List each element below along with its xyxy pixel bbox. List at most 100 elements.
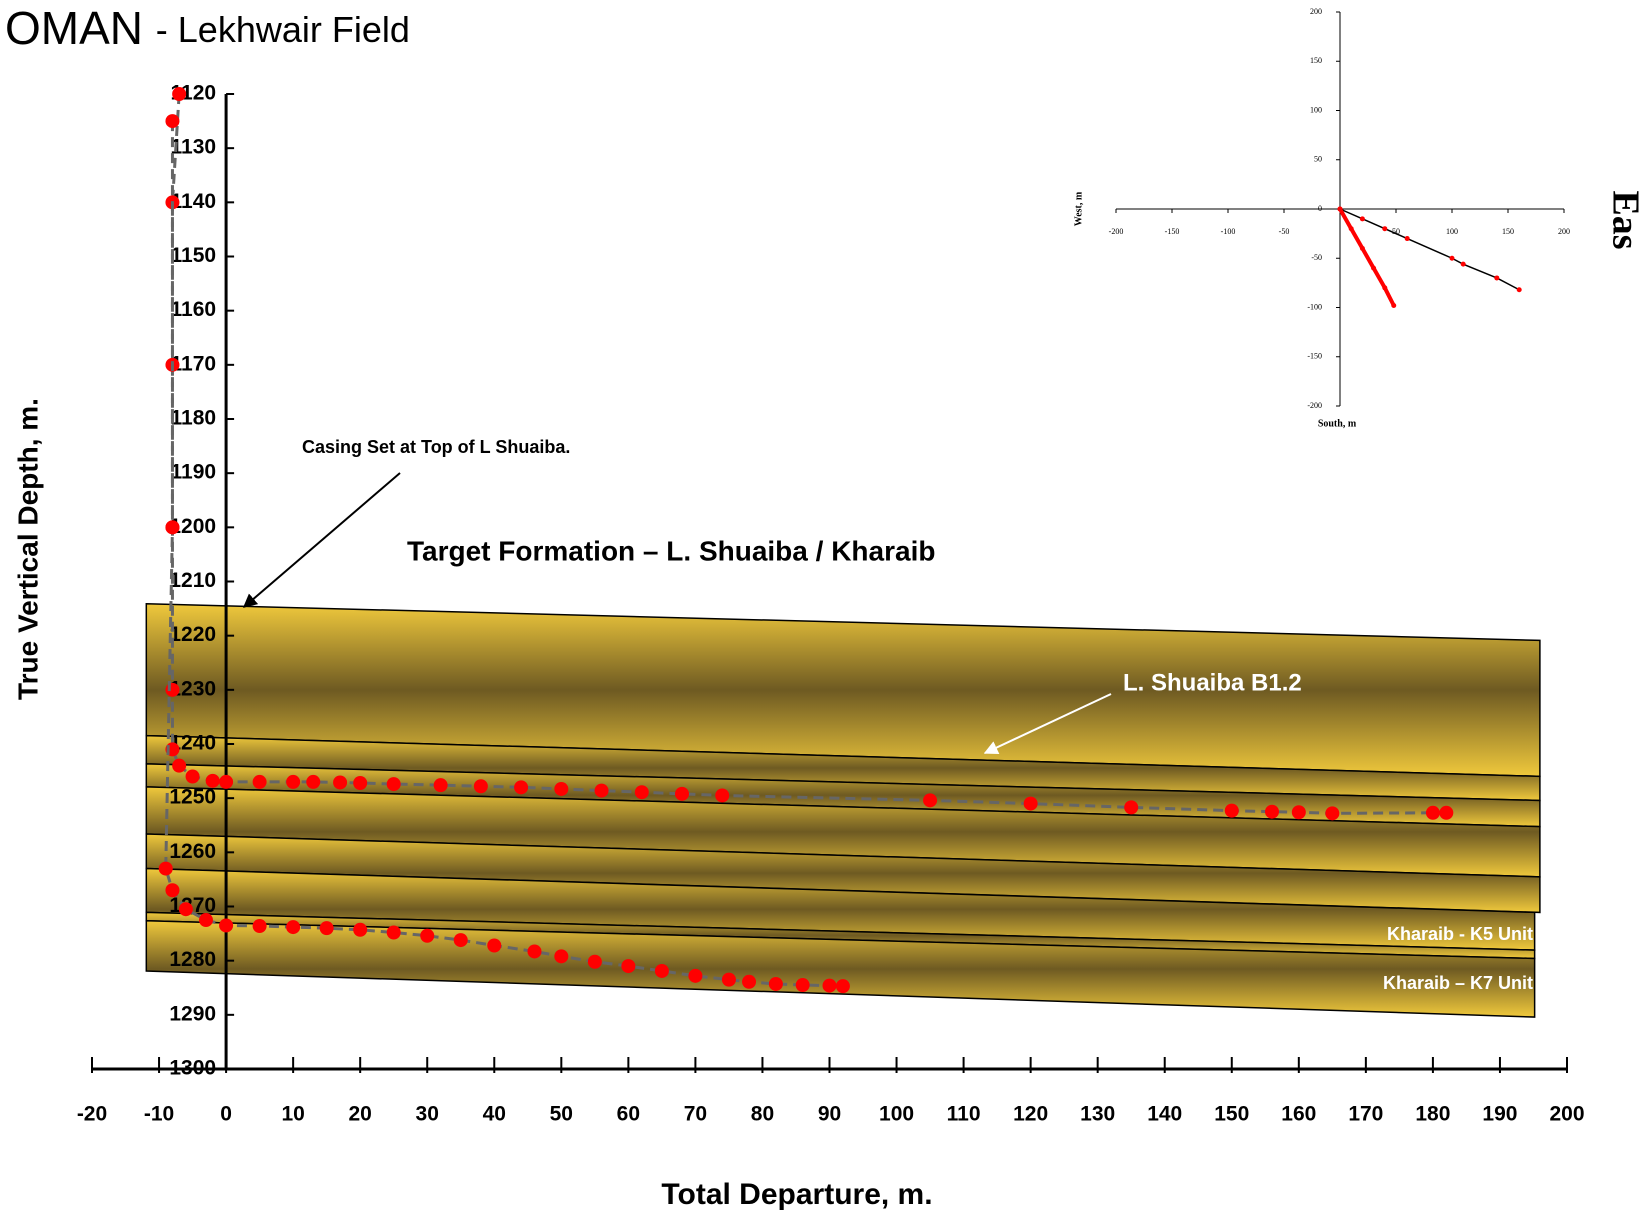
survey-point: [554, 949, 569, 964]
survey-point: [386, 925, 401, 940]
well-path: [1339, 208, 1520, 291]
survey-point: [1359, 245, 1365, 251]
survey-point: [634, 785, 649, 800]
chart-title: OMAN: [5, 2, 143, 54]
x-tick-label: 40: [483, 1103, 506, 1126]
survey-point: [514, 780, 529, 795]
x-tick-label: -10: [144, 1103, 174, 1126]
inset-y-tick-label: 50: [1314, 155, 1322, 164]
inset-y-tick-label: 100: [1310, 105, 1322, 114]
survey-point: [822, 978, 837, 993]
y-tick-label: 1150: [171, 244, 217, 267]
survey-point: [1439, 805, 1454, 820]
inset-x-tick-label: -50: [1279, 227, 1290, 236]
survey-point: [1348, 226, 1354, 232]
survey-point: [923, 793, 938, 808]
inset-x-tick-label: 200: [1558, 227, 1570, 236]
side-label: Eas: [1604, 190, 1642, 249]
x-tick-label: 50: [550, 1103, 573, 1126]
arrow: [242, 472, 401, 608]
x-tick-label: 70: [684, 1103, 707, 1126]
survey-point: [1325, 806, 1340, 821]
survey-point: [165, 520, 180, 535]
survey-point: [1404, 236, 1410, 242]
y-tick-label: 1240: [169, 732, 216, 755]
survey-point: [554, 781, 569, 796]
y-tick-label: 1280: [169, 948, 216, 971]
survey-point: [306, 774, 321, 789]
survey-point: [1494, 275, 1500, 281]
x-tick-label: 0: [220, 1103, 232, 1126]
survey-point: [1337, 206, 1343, 212]
y-tick-label: 1130: [171, 136, 217, 159]
y-tick-label: 1210: [169, 569, 216, 592]
x-tick-label: 130: [1080, 1103, 1115, 1126]
survey-point: [453, 933, 468, 948]
survey-point: [185, 769, 200, 784]
x-tick-label: 150: [1214, 1103, 1249, 1126]
survey-point: [286, 774, 301, 789]
survey-point: [252, 774, 267, 789]
survey-point: [386, 777, 401, 792]
x-axis-title: Total Departure, m.: [661, 1178, 932, 1211]
inset-x-tick-label: 150: [1502, 227, 1514, 236]
x-tick-label: 90: [818, 1103, 841, 1126]
survey-point: [1382, 226, 1388, 232]
survey-point: [768, 976, 783, 991]
inset-y-tick-label: -150: [1307, 352, 1322, 361]
y-tick-label: 1300: [169, 1057, 216, 1080]
inset-x-tick-label: 100: [1446, 227, 1458, 236]
x-tick-label: -20: [77, 1103, 107, 1126]
y-axis-title: True Vertical Depth, m.: [12, 398, 43, 700]
x-tick-label: 10: [281, 1103, 304, 1126]
survey-point: [1023, 796, 1038, 811]
y-tick-label: 1140: [171, 190, 217, 213]
survey-point: [1391, 303, 1397, 309]
x-tick-label: 170: [1348, 1103, 1383, 1126]
annotation: Kharaib – K7 Unit: [1383, 973, 1533, 993]
formation-bands: [145, 602, 1541, 1018]
chart-title-group: OMAN - Lekhwair Field: [5, 2, 410, 54]
survey-point: [795, 978, 810, 993]
annotation: Kharaib - K5 Unit: [1387, 924, 1533, 944]
survey-point: [487, 938, 502, 953]
formation-band: [145, 833, 1541, 914]
survey-point: [219, 918, 234, 933]
inset-x-tick-label: -100: [1221, 227, 1236, 236]
survey-point: [219, 774, 234, 789]
x-tick-label: 30: [416, 1103, 439, 1126]
x-tick-label: 180: [1415, 1103, 1450, 1126]
survey-point: [1124, 800, 1139, 815]
inset-y-tick-label: -100: [1307, 302, 1322, 311]
survey-point: [172, 758, 187, 773]
x-tick-label: 60: [617, 1103, 640, 1126]
inset-y-tick-label: -50: [1311, 253, 1322, 262]
x-tick-label: 190: [1482, 1103, 1517, 1126]
survey-point: [252, 919, 267, 933]
y-tick-label: 1260: [169, 840, 216, 863]
survey-point: [1382, 285, 1388, 291]
y-tick-label: 1170: [171, 352, 217, 375]
survey-point: [1359, 216, 1365, 222]
survey-point: [165, 682, 180, 697]
y-tick-label: 1230: [169, 677, 216, 700]
inset-y-title: West, m: [1073, 191, 1084, 226]
x-tick-label: 160: [1281, 1103, 1316, 1126]
y-tick-label: 1160: [171, 298, 217, 321]
survey-point: [1425, 805, 1440, 820]
survey-point: [333, 775, 348, 790]
survey-point: [158, 861, 173, 876]
survey-point: [205, 773, 220, 788]
annotation: Target Formation – L. Shuaiba / Kharaib: [407, 535, 935, 566]
well-path: [1338, 208, 1396, 307]
survey-point: [165, 114, 180, 129]
annotation: L. Shuaiba B1.2: [1123, 669, 1302, 696]
inset-y-tick-label: 200: [1310, 7, 1322, 16]
survey-point: [1224, 803, 1239, 818]
survey-point: [198, 913, 213, 928]
survey-point: [587, 954, 602, 969]
survey-point: [433, 778, 448, 793]
y-tick-label: 1220: [169, 623, 216, 646]
